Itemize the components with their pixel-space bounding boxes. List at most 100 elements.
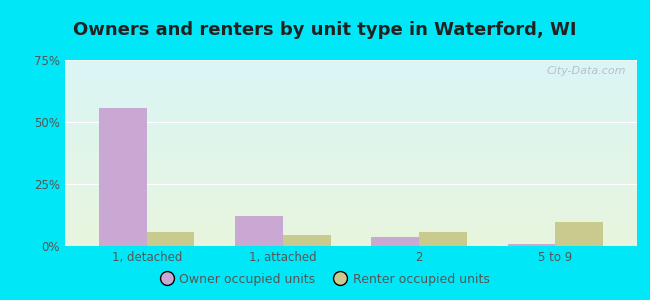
Bar: [65, 189, 637, 190]
Bar: [65, 196, 637, 197]
Bar: [65, 178, 637, 179]
Bar: [65, 183, 637, 184]
Bar: [65, 118, 637, 119]
Bar: [65, 199, 637, 200]
Bar: [65, 192, 637, 193]
Bar: [65, 99, 637, 100]
Bar: [65, 122, 637, 123]
Bar: [65, 209, 637, 210]
Bar: [65, 126, 637, 127]
Bar: [65, 62, 637, 63]
Bar: [65, 132, 637, 133]
Bar: [283, 235, 331, 246]
Bar: [65, 168, 637, 169]
Bar: [65, 229, 637, 230]
Bar: [65, 117, 637, 118]
Bar: [65, 219, 637, 220]
Bar: [65, 101, 637, 102]
Bar: [65, 148, 637, 149]
Bar: [65, 223, 637, 224]
Bar: [65, 169, 637, 170]
Bar: [65, 218, 637, 219]
Bar: [65, 92, 637, 94]
Bar: [65, 210, 637, 211]
Bar: [65, 242, 637, 243]
Bar: [65, 158, 637, 159]
Bar: [65, 79, 637, 80]
Text: Owners and renters by unit type in Waterford, WI: Owners and renters by unit type in Water…: [73, 21, 577, 39]
Bar: [65, 118, 637, 119]
Bar: [65, 91, 637, 92]
Bar: [65, 139, 637, 140]
Bar: [65, 108, 637, 109]
Bar: [65, 89, 637, 90]
Bar: [65, 233, 637, 234]
Bar: [65, 90, 637, 91]
Bar: [65, 146, 637, 147]
Bar: [65, 145, 637, 146]
Bar: [65, 155, 637, 156]
Bar: [99, 108, 147, 246]
Bar: [65, 143, 637, 144]
Bar: [65, 165, 637, 166]
Bar: [65, 202, 637, 203]
Legend: Owner occupied units, Renter occupied units: Owner occupied units, Renter occupied un…: [155, 268, 495, 291]
Bar: [65, 193, 637, 194]
Bar: [508, 244, 555, 246]
Bar: [65, 174, 637, 175]
Bar: [65, 184, 637, 185]
Bar: [65, 170, 637, 171]
Bar: [65, 221, 637, 222]
Bar: [65, 124, 637, 125]
Bar: [65, 110, 637, 111]
Bar: [65, 188, 637, 189]
Bar: [65, 200, 637, 201]
Bar: [65, 115, 637, 116]
Bar: [65, 87, 637, 88]
Bar: [65, 127, 637, 128]
Bar: [65, 152, 637, 153]
Bar: [65, 191, 637, 192]
Bar: [65, 77, 637, 78]
Bar: [65, 123, 637, 124]
Bar: [65, 222, 637, 223]
Bar: [65, 161, 637, 162]
Bar: [65, 133, 637, 134]
Bar: [65, 63, 637, 64]
Bar: [65, 245, 637, 246]
Bar: [65, 153, 637, 154]
Bar: [65, 197, 637, 198]
Bar: [555, 222, 603, 246]
Bar: [65, 234, 637, 235]
Bar: [65, 105, 637, 106]
Bar: [65, 244, 637, 245]
Bar: [65, 163, 637, 164]
Bar: [65, 240, 637, 241]
Bar: [65, 119, 637, 120]
Bar: [65, 235, 637, 236]
Bar: [65, 239, 637, 240]
Bar: [65, 238, 637, 239]
Bar: [65, 185, 637, 187]
Bar: [65, 162, 637, 163]
Bar: [65, 84, 637, 85]
Bar: [65, 224, 637, 225]
Bar: [65, 140, 637, 141]
Bar: [65, 114, 637, 115]
Bar: [65, 220, 637, 221]
Bar: [65, 107, 637, 108]
Bar: [65, 106, 637, 107]
Bar: [65, 134, 637, 135]
Bar: [65, 230, 637, 231]
Bar: [65, 243, 637, 244]
Bar: [65, 75, 637, 76]
Bar: [65, 131, 637, 132]
Bar: [65, 154, 637, 155]
Bar: [65, 203, 637, 204]
Bar: [65, 69, 637, 70]
Bar: [65, 67, 637, 68]
Bar: [65, 237, 637, 238]
Bar: [65, 136, 637, 137]
Bar: [65, 160, 637, 161]
Bar: [65, 205, 637, 206]
